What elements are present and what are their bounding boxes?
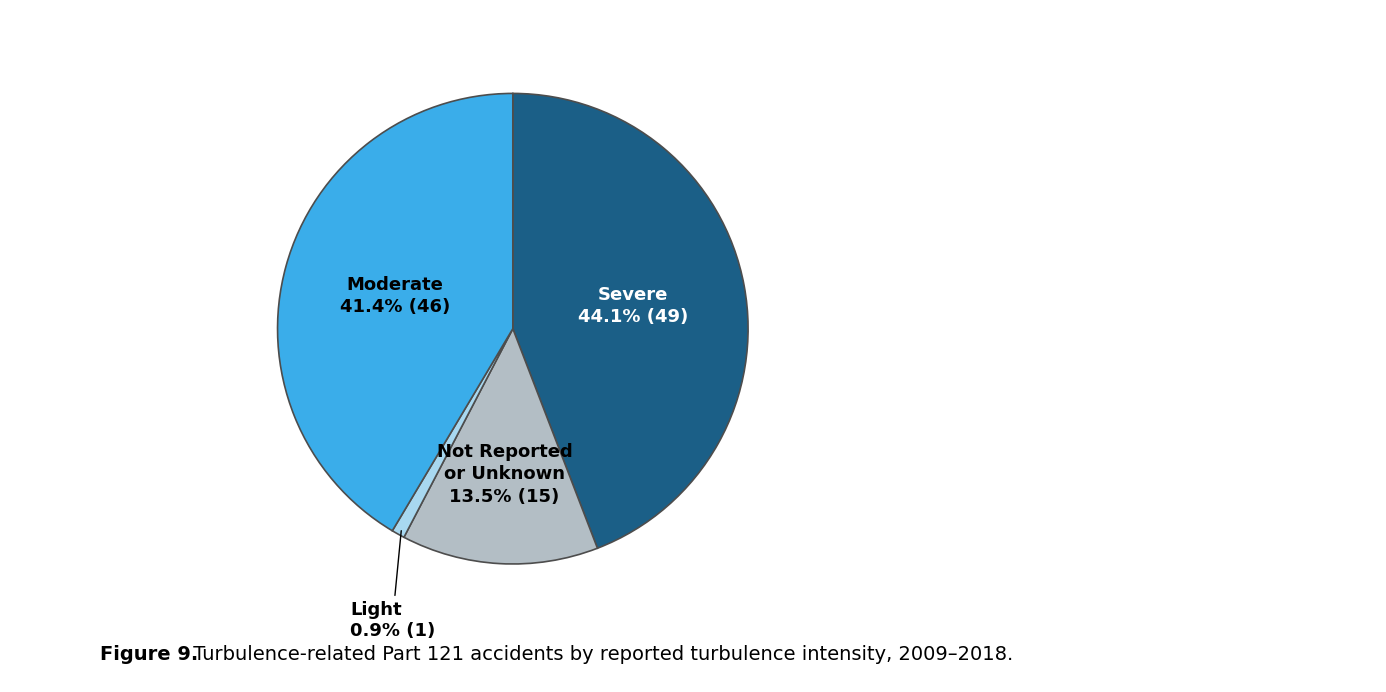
Text: Figure 9.: Figure 9. — [100, 646, 198, 664]
Text: Light
0.9% (1): Light 0.9% (1) — [349, 531, 435, 640]
Text: Moderate
41.4% (46): Moderate 41.4% (46) — [340, 276, 450, 316]
Text: Turbulence-related Part 121 accidents by reported turbulence intensity, 2009–201: Turbulence-related Part 121 accidents by… — [187, 646, 1013, 664]
Wedge shape — [403, 329, 597, 564]
Text: Severe
44.1% (49): Severe 44.1% (49) — [578, 286, 689, 327]
Wedge shape — [392, 329, 513, 537]
Wedge shape — [277, 93, 513, 531]
Text: Not Reported
or Unknown
13.5% (15): Not Reported or Unknown 13.5% (15) — [437, 443, 572, 506]
Wedge shape — [513, 93, 748, 548]
